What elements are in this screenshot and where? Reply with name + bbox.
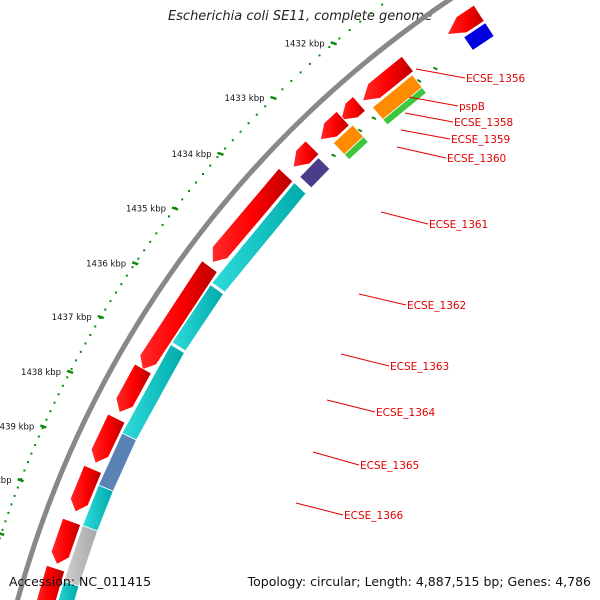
scale-tick-label: 1436 kbp xyxy=(86,259,126,269)
scale-tick xyxy=(131,261,139,266)
scale-tick-label: 1434 kbp xyxy=(171,150,211,160)
gene-leader-line xyxy=(340,353,390,367)
cds-arrow xyxy=(50,517,82,565)
gene-leader-line xyxy=(415,68,466,79)
cog-band xyxy=(171,284,225,352)
gene-label: ECSE_1359 xyxy=(451,134,510,146)
cds-arrow xyxy=(319,110,350,141)
cds-arrow xyxy=(69,464,103,513)
gene-label: ECSE_1364 xyxy=(376,407,436,419)
cog-band xyxy=(299,157,331,189)
cog-band-secondary xyxy=(382,86,427,126)
accession-label: Accession: NC_011415 xyxy=(9,574,152,589)
gene-label: ECSE_1363 xyxy=(390,361,449,373)
scale-tick xyxy=(270,95,277,101)
gene-label: ECSE_1360 xyxy=(447,153,506,165)
map-title: Escherichia coli SE11, complete genome xyxy=(167,9,433,24)
scale-tick xyxy=(66,369,74,374)
cds-arrow xyxy=(292,140,320,168)
backbone xyxy=(15,0,454,600)
scale-tick-label: 1438 kbp xyxy=(21,368,61,378)
topology-label: Topology: circular; Length: 4,887,515 bp… xyxy=(247,574,591,589)
gene-leader-line xyxy=(404,112,454,123)
gene-leader-line xyxy=(380,211,429,225)
cog-band xyxy=(211,182,307,293)
gene-leader-line xyxy=(326,399,376,413)
scale-tick xyxy=(0,532,5,537)
cds-arrow xyxy=(90,413,126,464)
gene-label: ECSE_1362 xyxy=(407,300,466,312)
cog-band xyxy=(57,580,80,600)
gene-leader-line xyxy=(358,293,407,306)
scale-tick-label: 1433 kbp xyxy=(224,94,264,104)
gene-label: ECSE_1356 xyxy=(466,73,526,85)
scale-tick xyxy=(171,206,179,211)
cog-band xyxy=(463,22,495,51)
cds-arrow xyxy=(446,4,485,35)
gene-label: ECSE_1366 xyxy=(344,510,404,522)
scale-tick xyxy=(217,151,224,156)
scale-tick-label: 1440 kbp xyxy=(0,476,12,486)
gene-label: pspB xyxy=(459,101,485,113)
scale-tick xyxy=(97,314,105,320)
gene-leader-line xyxy=(400,129,451,140)
cds-arrow xyxy=(36,564,66,600)
gene-leader-line xyxy=(408,96,459,107)
tick-dots xyxy=(0,3,384,540)
gene-leader-line xyxy=(396,146,447,159)
cds-arrow xyxy=(340,95,367,121)
gene-label: ECSE_1358 xyxy=(454,117,513,129)
scale-tick xyxy=(39,424,47,429)
scale-tick xyxy=(330,41,338,46)
scale-tick xyxy=(17,478,24,483)
gene-leader-line xyxy=(295,502,344,516)
cds-arrow xyxy=(139,260,218,371)
gene-label: ECSE_1361 xyxy=(429,219,488,231)
feature-track xyxy=(36,4,495,600)
gene-leader-line xyxy=(312,451,360,466)
scale-tick-label: 1435 kbp xyxy=(126,205,166,215)
cds-arrow xyxy=(362,55,415,102)
gene-label: ECSE_1365 xyxy=(360,460,419,472)
label-layer: ECSE_1356 pspB ECSE_1358 ECSE_1359 ECSE_1360… xyxy=(295,68,526,522)
cds-arrow xyxy=(115,363,152,414)
cog-band-secondary xyxy=(343,136,369,161)
cds-arrow xyxy=(211,167,294,263)
scale-tick-label: 1437 kbp xyxy=(52,313,92,323)
scale-tick-label: 1439 kbp xyxy=(0,423,34,433)
scale-tick-label: 1432 kbp xyxy=(285,39,325,49)
